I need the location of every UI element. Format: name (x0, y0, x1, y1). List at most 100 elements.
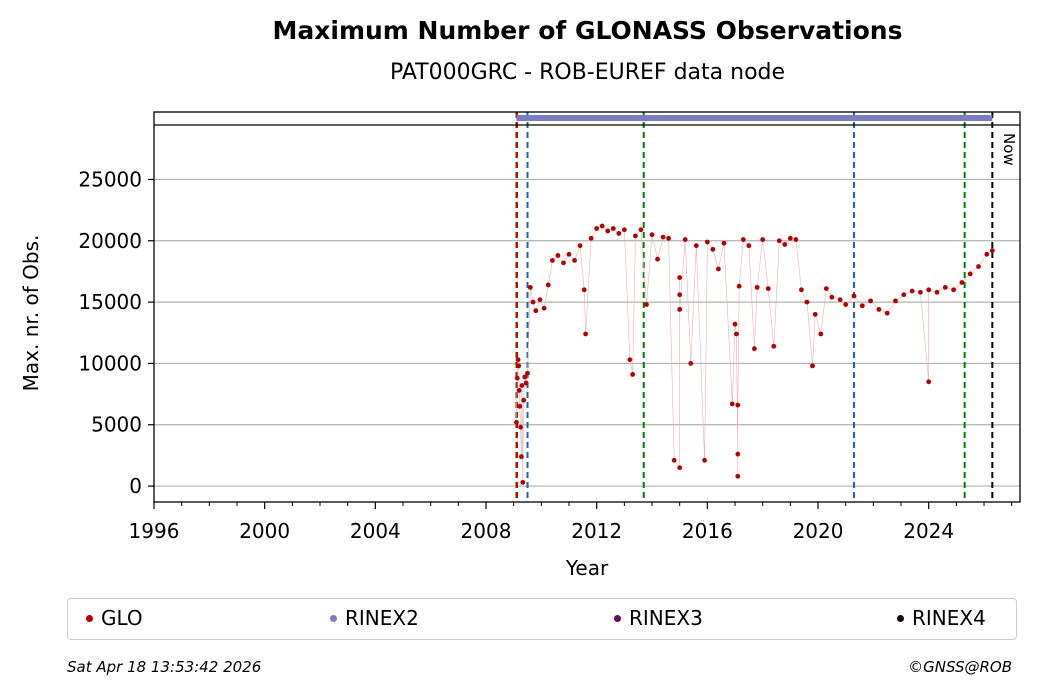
x-tick-label: 2024 (903, 519, 954, 543)
x-tick-label: 2012 (571, 519, 622, 543)
glo-point (518, 424, 523, 430)
glo-point (734, 331, 739, 337)
glo-point (976, 264, 981, 269)
legend-item-rinex4: RINEX4 (897, 606, 986, 630)
glo-point (746, 243, 752, 249)
glo-point (843, 302, 849, 307)
legend-item-rinex3: RINEX3 (614, 606, 703, 630)
y-tick-label: 15000 (78, 290, 142, 314)
glo-point (787, 235, 793, 241)
legend-label: RINEX3 (629, 606, 703, 630)
glo-point (610, 226, 616, 231)
footer-timestamp: Sat Apr 18 13:53:42 2026 (67, 658, 262, 676)
glo-point (530, 299, 536, 305)
glo-point (537, 297, 543, 303)
rinex4-marker-icon (897, 614, 904, 622)
glo-point (545, 282, 551, 288)
glo-point (771, 343, 777, 349)
glo-point (934, 289, 940, 295)
glo-point (533, 308, 539, 314)
glo-point (550, 257, 555, 263)
glo-point (959, 280, 965, 285)
y-tick-label: 10000 (78, 351, 142, 375)
glo-point (818, 331, 824, 337)
y-tick-label: 20000 (78, 229, 142, 253)
glo-point (704, 239, 710, 245)
axes: 0 5000 10000 15000 20000 25000 1996 2000 2004 200… (78, 111, 1021, 543)
glo-point (581, 287, 587, 293)
glo-point (638, 227, 644, 233)
plot-frame (153, 111, 1021, 503)
glo-point (660, 234, 666, 240)
glo-point (716, 266, 721, 272)
glo-point (514, 375, 520, 381)
glo-point (884, 310, 890, 316)
glo-point (621, 227, 627, 233)
glo-point (967, 271, 973, 277)
glo-point (736, 283, 742, 289)
glo-point (671, 457, 677, 463)
chart-title: Maximum Number of GLONASS Observations (272, 16, 903, 45)
chart-subtitle: PAT000GRC - ROB-EUREF data node (389, 60, 786, 85)
glo-point (740, 237, 746, 242)
now-label: Now (1000, 133, 1018, 166)
glo-point (812, 311, 818, 317)
y-tick-label: 5000 (91, 413, 142, 437)
rinex2-marker-icon (330, 614, 337, 622)
glo-point (926, 287, 932, 293)
glo-point (577, 243, 583, 249)
glo-point (644, 302, 649, 307)
glo-point (793, 237, 799, 242)
x-tick-label: 2020 (793, 519, 844, 543)
glo-point (555, 253, 561, 258)
glo-point (782, 242, 788, 247)
glo-point (594, 226, 600, 231)
glo-point (519, 454, 524, 460)
glo-point (688, 361, 694, 366)
glo-point (901, 292, 907, 298)
chart-canvas: 0 5000 10000 15000 20000 25000 1996 2000 2004 200… (19, 111, 1021, 580)
glo-point (516, 387, 522, 393)
glo-point (721, 240, 727, 246)
glo-point (677, 292, 683, 298)
glo-point (735, 473, 741, 479)
glo-point (633, 233, 638, 239)
glo-point (776, 238, 782, 244)
glo-point (693, 243, 699, 249)
legend-label: RINEX4 (912, 606, 986, 630)
glo-marker-icon (86, 614, 93, 622)
glo-point (702, 457, 707, 463)
glo-point (760, 237, 766, 242)
glo-point (599, 223, 605, 229)
glo-point (677, 465, 683, 471)
glo-point (989, 248, 995, 253)
y-tick-label: 25000 (78, 167, 142, 191)
glo-point (627, 357, 633, 363)
glo-point (516, 363, 522, 369)
legend-item-rinex2: RINEX2 (330, 606, 419, 630)
glo-point (893, 298, 898, 304)
glo-point (710, 246, 716, 252)
glo-point (751, 346, 757, 352)
glo-point (519, 383, 525, 388)
x-tick-label: 2016 (682, 519, 733, 543)
glo-point (859, 303, 865, 309)
glo-point (810, 363, 815, 369)
glo-point (561, 260, 566, 266)
glo-point (735, 402, 741, 408)
glo-point (630, 372, 636, 377)
glo-point (837, 297, 843, 303)
glo-point (666, 235, 672, 241)
x-tick-label: 2008 (461, 519, 512, 543)
y-tick-label: 0 (129, 474, 142, 498)
x-axis-label: Year (565, 556, 609, 580)
glo-point (823, 286, 829, 292)
glo-point (588, 235, 594, 241)
glo-point (677, 307, 683, 312)
glo-point (942, 284, 948, 290)
legend-item-glo: GLO (86, 606, 143, 630)
glo-point (682, 237, 688, 242)
glo-point (616, 231, 622, 236)
glo-points (514, 223, 995, 485)
footer-copyright: ©GNSS@ROB (908, 658, 1012, 676)
